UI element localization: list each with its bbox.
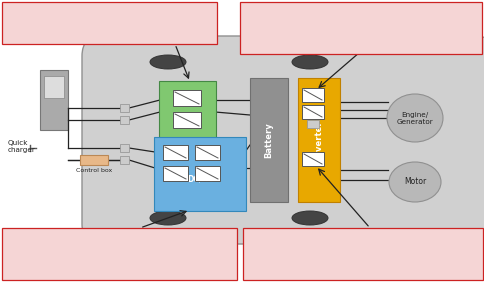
- FancyBboxPatch shape: [195, 145, 220, 160]
- Text: Quick
charger: Quick charger: [8, 140, 36, 153]
- FancyBboxPatch shape: [82, 36, 484, 244]
- FancyBboxPatch shape: [173, 112, 200, 128]
- FancyBboxPatch shape: [2, 228, 237, 280]
- Text: On board charger (standard charger): On board charger (standard charger): [6, 233, 166, 242]
- FancyBboxPatch shape: [40, 70, 68, 130]
- Text: Battery unit: Battery unit: [246, 233, 299, 242]
- FancyBboxPatch shape: [120, 144, 129, 152]
- Text: DC disconnect from quick charger: DC disconnect from quick charger: [6, 16, 119, 22]
- FancyBboxPatch shape: [240, 2, 481, 54]
- FancyBboxPatch shape: [302, 152, 323, 166]
- FancyBboxPatch shape: [120, 116, 129, 124]
- Text: Control box: Control box: [76, 168, 112, 173]
- Text: ② External AC charger disconnect: ② External AC charger disconnect: [6, 251, 119, 257]
- Text: ② Detection of leakage: ② Detection of leakage: [243, 25, 321, 31]
- Ellipse shape: [388, 162, 440, 202]
- FancyBboxPatch shape: [297, 78, 339, 202]
- Text: ① Main battery disconnect: ① Main battery disconnect: [6, 242, 95, 248]
- Text: DC/AC: DC/AC: [186, 175, 212, 184]
- FancyBboxPatch shape: [173, 90, 200, 106]
- Text: ① Detection of irregularity (over current etc.): ① Detection of irregularity (over curren…: [243, 16, 394, 23]
- FancyBboxPatch shape: [159, 81, 215, 138]
- Text: ① Main battery disconnect: ① Main battery disconnect: [246, 242, 335, 248]
- FancyBboxPatch shape: [302, 88, 323, 102]
- FancyBboxPatch shape: [2, 2, 216, 44]
- Ellipse shape: [150, 55, 186, 69]
- FancyBboxPatch shape: [80, 155, 108, 165]
- Text: Inverter: Inverter: [314, 121, 323, 159]
- Ellipse shape: [150, 211, 186, 225]
- Text: Motor: Motor: [403, 177, 425, 186]
- FancyBboxPatch shape: [163, 145, 188, 160]
- FancyBboxPatch shape: [120, 104, 129, 112]
- FancyBboxPatch shape: [195, 166, 220, 181]
- Text: Battery monitor: Battery monitor: [243, 7, 312, 16]
- FancyBboxPatch shape: [242, 228, 482, 280]
- Ellipse shape: [386, 94, 442, 142]
- Text: ② Inrush current protection: ② Inrush current protection: [246, 251, 338, 257]
- Ellipse shape: [291, 55, 327, 69]
- FancyBboxPatch shape: [306, 120, 318, 128]
- Text: Battery: Battery: [264, 122, 273, 158]
- Ellipse shape: [291, 211, 327, 225]
- FancyBboxPatch shape: [163, 166, 188, 181]
- Text: Engine/
Generator: Engine/ Generator: [396, 111, 433, 124]
- Text: Quick charger: Quick charger: [6, 7, 66, 16]
- FancyBboxPatch shape: [44, 76, 64, 98]
- FancyBboxPatch shape: [302, 105, 323, 119]
- FancyBboxPatch shape: [249, 78, 287, 202]
- FancyBboxPatch shape: [120, 156, 129, 164]
- FancyBboxPatch shape: [154, 137, 245, 211]
